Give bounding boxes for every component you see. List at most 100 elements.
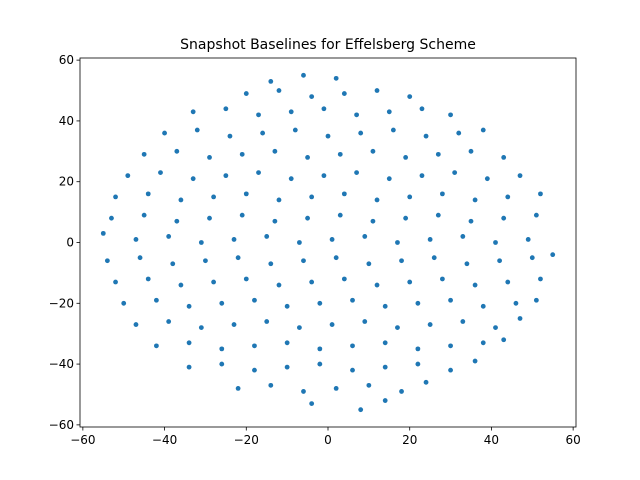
point: [468, 218, 474, 224]
point: [350, 297, 355, 303]
point: [252, 343, 257, 349]
x-tick-label: 20: [402, 433, 417, 447]
point: [407, 279, 413, 285]
point: [235, 255, 241, 261]
points: [100, 72, 556, 413]
point: [170, 261, 176, 267]
point: [501, 215, 507, 221]
point: [137, 255, 143, 261]
point: [174, 218, 180, 224]
point: [529, 255, 535, 261]
point: [517, 173, 523, 179]
point: [423, 133, 429, 139]
x-tick-label: 60: [565, 433, 580, 447]
point: [407, 194, 413, 200]
point: [145, 191, 151, 197]
point: [374, 88, 380, 93]
point: [480, 303, 486, 309]
point: [419, 106, 425, 112]
point: [403, 215, 409, 221]
point: [162, 130, 167, 136]
point: [448, 112, 453, 118]
point: [125, 173, 131, 179]
point: [174, 148, 180, 154]
point: [268, 382, 274, 388]
point: [264, 234, 270, 239]
point: [309, 94, 315, 100]
point: [288, 109, 294, 115]
point: [439, 191, 445, 197]
point: [341, 191, 347, 197]
point: [439, 276, 445, 282]
point: [460, 234, 466, 239]
point: [166, 319, 172, 324]
x-tick-label: −60: [70, 433, 95, 447]
point: [415, 300, 421, 306]
point: [456, 130, 462, 136]
point: [350, 367, 355, 373]
point: [243, 91, 249, 96]
point: [141, 212, 147, 218]
point: [403, 154, 409, 160]
point: [501, 337, 507, 343]
point: [501, 154, 507, 160]
point: [268, 79, 274, 84]
point: [505, 279, 511, 285]
point: [227, 133, 233, 139]
point: [366, 382, 372, 388]
point: [435, 212, 441, 218]
point: [166, 234, 172, 239]
point: [362, 234, 368, 239]
point: [268, 261, 274, 267]
point: [341, 91, 347, 96]
point: [329, 322, 335, 327]
point: [505, 194, 511, 200]
point: [382, 303, 388, 309]
point: [480, 127, 486, 133]
y-tick-label: 60: [59, 53, 74, 67]
point: [354, 112, 359, 118]
point: [231, 237, 237, 242]
point: [113, 279, 118, 285]
point: [415, 361, 421, 367]
point: [399, 258, 404, 264]
point: [207, 154, 212, 160]
point: [178, 282, 184, 288]
point: [333, 385, 339, 391]
point: [154, 297, 159, 303]
point: [317, 361, 323, 367]
point: [243, 276, 249, 282]
point: [362, 319, 368, 324]
point: [427, 322, 433, 327]
point: [284, 364, 290, 370]
point: [366, 261, 372, 267]
point: [158, 170, 163, 175]
x-tick-label: 40: [484, 433, 499, 447]
point: [354, 170, 359, 175]
point: [292, 127, 298, 133]
y-tick-label: −40: [49, 357, 74, 371]
point: [198, 325, 204, 331]
axes-frame: [79, 57, 577, 428]
point: [350, 343, 355, 349]
point: [297, 325, 302, 331]
point: [145, 276, 151, 282]
y-tick-label: 20: [59, 175, 74, 189]
point: [321, 106, 327, 112]
y-tick-label: 40: [59, 114, 74, 128]
point: [133, 322, 139, 327]
point: [297, 240, 302, 245]
point: [260, 130, 266, 136]
point: [219, 300, 225, 306]
point: [301, 258, 306, 264]
point: [337, 212, 343, 218]
point: [231, 322, 237, 327]
point: [301, 389, 306, 394]
point: [190, 109, 196, 115]
point: [104, 258, 110, 264]
point: [358, 407, 364, 413]
chart-title: Snapshot Baselines for Effelsberg Scheme: [180, 37, 476, 53]
x-tick-label: −20: [234, 433, 259, 447]
